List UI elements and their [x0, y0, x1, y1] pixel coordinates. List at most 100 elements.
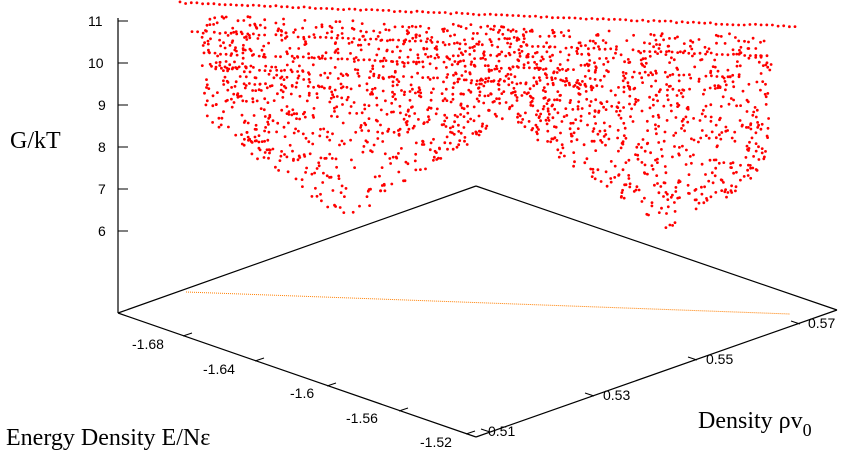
data-point — [754, 115, 758, 119]
data-point — [354, 56, 358, 59]
data-point — [401, 25, 404, 28]
data-point — [733, 139, 737, 143]
data-point — [459, 131, 463, 135]
data-point — [663, 165, 667, 168]
data-point — [276, 92, 279, 96]
data-point — [570, 45, 573, 49]
data-point — [419, 168, 422, 172]
data-point — [264, 82, 267, 86]
z-tick-label: 9 — [98, 97, 106, 113]
data-point — [650, 84, 653, 88]
data-point — [263, 33, 266, 37]
data-point — [466, 120, 470, 124]
data-point — [624, 161, 628, 165]
data-point — [443, 113, 447, 117]
data-point — [307, 78, 311, 81]
data-point — [720, 53, 724, 56]
data-point — [346, 73, 350, 77]
data-point — [648, 50, 652, 53]
data-point — [243, 119, 247, 123]
data-point — [368, 204, 371, 208]
data-point — [730, 184, 733, 188]
data-point — [670, 56, 673, 60]
data-point — [463, 139, 466, 143]
data-point — [484, 58, 487, 61]
data-point — [638, 71, 642, 75]
data-point — [497, 97, 501, 101]
data-point — [290, 84, 294, 88]
data-point — [475, 131, 478, 135]
data-point — [616, 128, 620, 132]
data-point — [510, 104, 514, 108]
data-point — [592, 139, 596, 143]
data-point — [617, 86, 620, 89]
data-point — [202, 51, 206, 55]
data-point — [732, 85, 736, 89]
data-point — [229, 3, 233, 6]
data-point — [539, 119, 542, 123]
data-point — [281, 90, 285, 94]
data-point — [629, 115, 632, 118]
data-point — [374, 118, 378, 122]
data-point — [498, 69, 501, 73]
data-point — [491, 100, 495, 104]
data-point — [749, 123, 752, 127]
data-point — [687, 51, 691, 55]
data-point — [255, 139, 258, 143]
data-point — [263, 4, 266, 8]
data-point — [251, 3, 255, 7]
data-point — [361, 34, 365, 38]
data-point — [242, 43, 245, 47]
data-point — [350, 158, 353, 162]
data-point — [577, 41, 581, 45]
data-point — [298, 117, 301, 121]
data-point — [600, 85, 604, 88]
data-point — [263, 129, 266, 133]
data-point — [257, 54, 261, 58]
data-point — [335, 165, 338, 169]
data-point — [212, 30, 216, 34]
data-point — [555, 139, 559, 142]
data-point — [739, 104, 742, 107]
data-point — [292, 31, 295, 34]
data-point — [612, 56, 615, 60]
data-point — [367, 117, 371, 120]
data-point — [293, 56, 296, 60]
data-point — [545, 41, 548, 45]
data-point — [726, 68, 730, 72]
data-point — [469, 63, 473, 66]
data-point — [481, 122, 484, 126]
data-point — [253, 83, 257, 86]
data-point — [740, 124, 744, 128]
data-point — [714, 123, 718, 127]
data-point — [680, 119, 684, 123]
data-point — [381, 65, 385, 68]
data-point — [725, 195, 728, 199]
data-point — [545, 50, 549, 54]
data-point — [486, 64, 490, 68]
data-point — [470, 60, 473, 64]
data-point — [576, 105, 580, 108]
data-point — [724, 188, 727, 192]
data-point — [349, 138, 352, 142]
data-point — [596, 33, 600, 37]
data-point — [552, 31, 556, 34]
data-point — [338, 206, 342, 209]
data-point — [317, 55, 320, 59]
data-point — [242, 82, 246, 86]
data-point — [544, 118, 548, 122]
data-point — [509, 42, 513, 46]
data-point — [338, 20, 342, 23]
data-point — [762, 39, 766, 43]
data-point — [651, 98, 655, 101]
scatter-points — [178, 0, 797, 230]
data-point — [564, 69, 568, 72]
data-point — [645, 119, 649, 123]
data-point — [381, 131, 384, 135]
data-point — [576, 127, 580, 130]
data-point — [427, 106, 431, 109]
data-point — [339, 72, 343, 76]
data-point — [586, 123, 589, 127]
data-point — [379, 39, 383, 42]
data-point — [549, 59, 553, 63]
